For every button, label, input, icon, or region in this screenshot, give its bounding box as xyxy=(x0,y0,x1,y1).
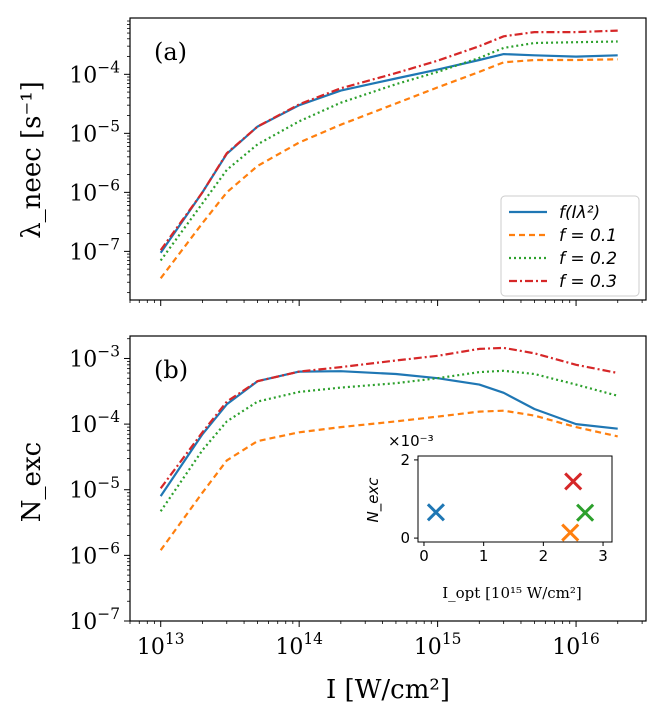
x-tick-label-exp: 16 xyxy=(580,630,600,648)
x-axis: 1013 1014 1015 1016 xyxy=(137,630,600,660)
panel-a-ytick-label: 10−7 xyxy=(69,235,120,265)
inset-frame xyxy=(417,455,613,543)
inset-xtick-label: 2 xyxy=(539,547,549,565)
panel-b-frame xyxy=(129,335,647,622)
panel-b-ytick-label-base: 10 xyxy=(69,610,97,635)
x-axis-label: I [W/cm²] xyxy=(326,675,450,705)
panel-a-ytick-label-base: 10 xyxy=(69,240,97,265)
legend-label-3: f = 0.3 xyxy=(559,272,617,292)
panel-b: 10−710−610−510−410−3 (b) N_exc xyxy=(17,335,647,635)
panel-b-ytick-label-exp: −5 xyxy=(97,474,120,492)
panel-a: 10−710−610−510−4 (a) λ_neec [s⁻¹] f(Iλ²)… xyxy=(17,17,647,306)
panel-b-ytick-label: 10−4 xyxy=(69,408,120,438)
x-tick-label-exp: 15 xyxy=(442,630,462,648)
inset-ticks: 0 1 2 3 0 2 xyxy=(400,451,607,565)
x-tick-label: 1015 xyxy=(414,630,462,660)
panel-a-frame xyxy=(129,17,647,301)
panel-b-ytick-label: 10−5 xyxy=(69,474,120,504)
panel-b-ytick-label-exp: −6 xyxy=(97,539,120,557)
inset-point-2 xyxy=(576,503,595,522)
panel-a-series-1 xyxy=(159,58,618,279)
inset-xtick-label: 0 xyxy=(419,547,429,565)
legend-label-2: f = 0.2 xyxy=(559,249,617,269)
panel-b-ylabel: N_exc xyxy=(17,442,47,522)
inset-point-stroke xyxy=(426,503,445,522)
inset-point-stroke xyxy=(561,523,580,542)
inset-chart: 0 1 2 3 0 2 ×10⁻³ N_exc I_opt [10¹⁵ W/cm²] xyxy=(364,432,613,602)
inset-marks xyxy=(426,472,595,542)
legend-label-0: f(Iλ²) xyxy=(559,203,600,223)
panel-a-ytick-label-exp: −6 xyxy=(97,176,120,194)
inset-ytick-label: 0 xyxy=(400,529,410,547)
inset-point-1 xyxy=(561,523,580,542)
panel-b-marks xyxy=(159,346,618,551)
legend: f(Iλ²) f = 0.1 f = 0.2 f = 0.3 xyxy=(500,195,640,297)
panel-b-ytick-label-base: 10 xyxy=(69,347,97,372)
inset-point-0 xyxy=(426,503,445,522)
inset-y-multiplier: ×10⁻³ xyxy=(388,432,434,450)
x-tick-label: 1014 xyxy=(275,630,323,660)
panel-a-ytick-label-base: 10 xyxy=(69,63,97,88)
x-tick-label-base: 10 xyxy=(137,635,165,660)
x-tick-label-exp: 13 xyxy=(165,630,185,648)
panel-b-ytick-label-base: 10 xyxy=(69,544,97,569)
panel-b-ytick-label: 10−6 xyxy=(69,539,120,569)
panel-a-ytick-label-exp: −5 xyxy=(97,117,120,135)
inset-xtick-label: 3 xyxy=(598,547,608,565)
panel-a-ytick-label-exp: −4 xyxy=(97,58,120,76)
panel-a-ytick-label-exp: −7 xyxy=(97,235,120,253)
panel-a-ytick-label: 10−6 xyxy=(69,176,120,206)
inset-point-stroke xyxy=(576,503,595,522)
panel-a-ytick-label-base: 10 xyxy=(69,181,97,206)
inset-ylabel: N_exc xyxy=(364,477,383,523)
panel-a-label: (a) xyxy=(154,38,187,66)
panel-a-ylabel: λ_neec [s⁻¹] xyxy=(17,81,47,239)
panel-a-ytick-label-base: 10 xyxy=(69,122,97,147)
panel-b-series-1 xyxy=(159,409,618,551)
panel-a-series-3 xyxy=(159,29,618,251)
x-tick-label-base: 10 xyxy=(552,635,580,660)
inset-ytick-label: 2 xyxy=(400,451,410,469)
panel-b-series-2 xyxy=(159,369,618,512)
x-tick-label-base: 10 xyxy=(414,635,442,660)
panel-a-ticks: 10−710−610−510−4 xyxy=(69,20,643,306)
panel-b-ytick-label-base: 10 xyxy=(69,413,97,438)
legend-label-1: f = 0.1 xyxy=(559,226,617,246)
panel-b-ytick-label-exp: −4 xyxy=(97,408,120,426)
inset-point-3 xyxy=(564,472,583,491)
x-tick-label-exp: 14 xyxy=(303,630,323,648)
panel-b-ytick-label: 10−7 xyxy=(69,605,120,635)
panel-b-ytick-label-exp: −7 xyxy=(97,605,120,623)
panel-a-marks xyxy=(159,29,618,279)
panel-b-ytick-label: 10−3 xyxy=(69,343,120,373)
panel-a-ytick-label: 10−4 xyxy=(69,58,120,88)
x-tick-label-base: 10 xyxy=(275,635,303,660)
legend-box xyxy=(500,195,640,297)
panel-b-label: (b) xyxy=(154,356,188,384)
x-tick-label: 1016 xyxy=(552,630,600,660)
panel-b-ytick-label-base: 10 xyxy=(69,479,97,504)
inset-xlabel: I_opt [10¹⁵ W/cm²] xyxy=(442,584,582,602)
panel-b-ticks: 10−710−610−510−410−3 xyxy=(69,338,643,635)
panel-b-series-0 xyxy=(159,370,618,497)
x-tick-label: 1013 xyxy=(137,630,185,660)
panel-a-ytick-label: 10−5 xyxy=(69,117,120,147)
panel-b-ytick-label-exp: −3 xyxy=(97,343,120,361)
inset-point-stroke xyxy=(564,472,583,491)
inset-xtick-label: 1 xyxy=(479,547,489,565)
